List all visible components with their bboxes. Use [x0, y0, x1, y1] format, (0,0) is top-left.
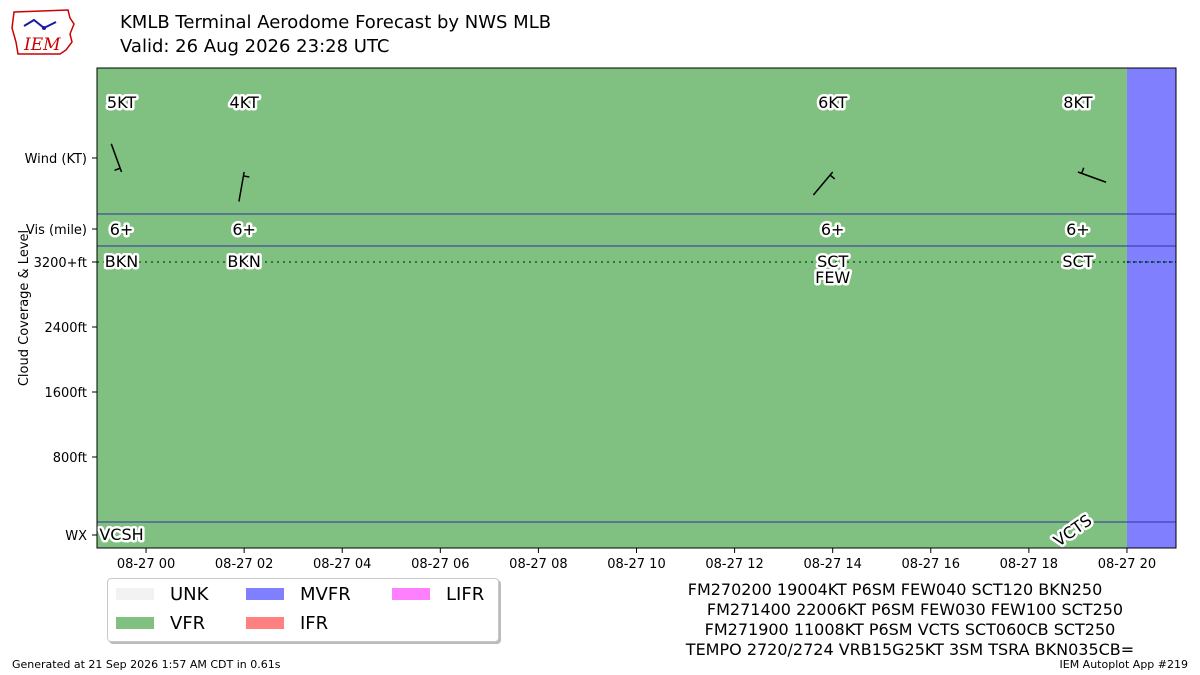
- wind-barb: [238, 171, 245, 202]
- cloud-coverage-label-text: BKN: [105, 252, 138, 271]
- taf-line: TEMPO 2720/2724 VRB15G25KT 3SM TSRA BKN0…: [685, 640, 1135, 659]
- cloud-coverage-label: BKN: [102, 250, 140, 274]
- legend-label-vfr: VFR: [170, 612, 206, 634]
- y-axis-title: Cloud Coverage & Level: [17, 230, 32, 386]
- y-tick-label: 2400ft: [44, 321, 87, 336]
- taf-line: FM271400 22006KT P6SM FEW030 FEW100 SCT2…: [706, 600, 1124, 619]
- taf-line: FM271900 11008KT P6SM VCTS SCT060CB SCT2…: [704, 620, 1116, 639]
- visibility-label-text: 6+: [821, 220, 845, 239]
- wind-speed-label-text: 5KT: [107, 93, 136, 112]
- legend-swatch-ifr: [246, 617, 284, 629]
- legend-item-ifr: IFR: [246, 612, 328, 634]
- y-tick-label: 1600ft: [44, 386, 87, 401]
- legend-label-mvfr: MVFR: [300, 583, 351, 605]
- x-tick-label: 08-27 14: [803, 557, 861, 572]
- wind-barb: [1077, 171, 1107, 183]
- legend-swatch-unk: [116, 588, 154, 600]
- y-tick-label: Vis (mile): [26, 223, 87, 238]
- cloud-coverage-label: BKN: [225, 250, 263, 274]
- x-tick-label: 08-27 06: [411, 557, 469, 572]
- cloud-coverage-label-text: FEW: [815, 268, 850, 287]
- y-tick-label: 3200+ft: [34, 256, 87, 271]
- x-tick-label: 08-27 16: [902, 557, 960, 572]
- x-tick-label: 08-27 04: [313, 557, 371, 572]
- wx-label-text: VCSH: [99, 525, 143, 544]
- x-tick-label: 08-27 02: [215, 557, 273, 572]
- wind-barb-flag: [114, 167, 121, 171]
- y-tick-label: 800ft: [53, 451, 87, 466]
- cloud-coverage-label: SCT: [1060, 250, 1096, 274]
- wind-speed-label: 5KT: [104, 91, 138, 115]
- generated-footer: Generated at 21 Sep 2026 1:57 AM CDT in …: [12, 658, 281, 671]
- taf-text-block: FM270200 19004KT P6SM FEW040 SCT120 BKN2…: [600, 580, 1190, 660]
- legend-item-vfr: VFR: [116, 612, 205, 634]
- visibility-label: 6+: [107, 218, 136, 242]
- chart-legend: UNK MVFR LIFR VFR IFR: [107, 578, 499, 642]
- wind-speed-label: 6KT: [816, 91, 850, 115]
- wind-speed-label-text: 4KT: [230, 93, 259, 112]
- wind-barb-flag: [829, 174, 836, 180]
- legend-label-ifr: IFR: [300, 612, 329, 634]
- wx-label: VCSH: [97, 523, 146, 547]
- chart-subtitle: Valid: 26 Aug 2026 23:28 UTC: [120, 36, 390, 57]
- legend-swatch-lifr: [392, 588, 430, 600]
- taf-line: FM270200 19004KT P6SM FEW040 SCT120 BKN2…: [687, 580, 1103, 599]
- iem-logo: IEM: [11, 9, 75, 55]
- legend-item-unk: UNK: [116, 583, 208, 605]
- legend-label-unk: UNK: [170, 583, 209, 605]
- x-tick-label: 08-27 00: [117, 557, 175, 572]
- legend-item-lifr: LIFR: [392, 583, 484, 605]
- visibility-label: 6+: [1064, 218, 1093, 242]
- wind-barb-flag: [243, 175, 250, 178]
- x-tick-label: 08-27 10: [607, 557, 665, 572]
- visibility-label-text: 6+: [232, 220, 256, 239]
- category-period-mvfr: [1126, 68, 1176, 548]
- chart-title: KMLB Terminal Aerodome Forecast by NWS M…: [120, 12, 552, 33]
- visibility-label: 6+: [818, 218, 847, 242]
- legend-swatch-vfr: [116, 617, 154, 629]
- cloud-coverage-label-text: SCT: [1062, 252, 1093, 271]
- category-period-vfr: [97, 68, 1127, 548]
- wind-barb: [812, 171, 834, 196]
- legend-swatch-mvfr: [246, 588, 284, 600]
- y-tick-label: WX: [65, 529, 87, 544]
- wind-speed-label: 4KT: [227, 91, 261, 115]
- visibility-label: 6+: [230, 218, 259, 242]
- wind-speed-label: 8KT: [1061, 91, 1095, 115]
- visibility-label-text: 6+: [1066, 220, 1090, 239]
- cloud-coverage-label: FEW: [813, 266, 853, 290]
- y-tick-label: Wind (KT): [25, 152, 87, 167]
- x-tick-label: 08-27 08: [509, 557, 567, 572]
- cloud-coverage-label: SCT: [815, 250, 851, 274]
- cloud-coverage-label-text: SCT: [817, 252, 848, 271]
- wind-barb: [110, 143, 123, 173]
- logo-text: IEM: [23, 35, 61, 55]
- wind-barb-flag: [1080, 167, 1085, 174]
- x-tick-label: 08-27 20: [1098, 557, 1156, 572]
- wind-speed-label-text: 8KT: [1063, 93, 1092, 112]
- legend-label-lifr: LIFR: [446, 583, 485, 605]
- cloud-coverage-label-text: BKN: [227, 252, 260, 271]
- visibility-label-text: 6+: [110, 220, 134, 239]
- app-footer: IEM Autoplot App #219: [1059, 658, 1189, 671]
- legend-item-mvfr: MVFR: [246, 583, 351, 605]
- wind-speed-label-text: 6KT: [818, 93, 847, 112]
- x-tick-label: 08-27 18: [1000, 557, 1058, 572]
- x-tick-label: 08-27 12: [705, 557, 763, 572]
